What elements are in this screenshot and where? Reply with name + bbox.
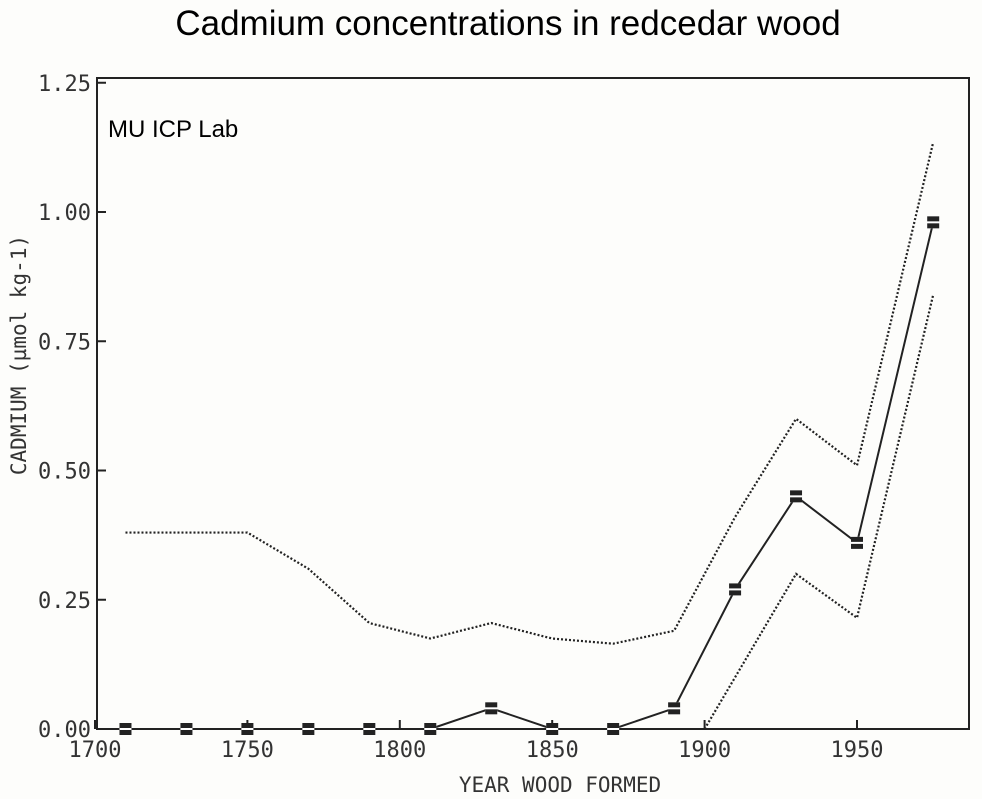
lab-annotation: MU ICP Lab: [108, 116, 238, 143]
y-tick-label: 1.00: [38, 201, 91, 226]
x-tick-label: 1800: [373, 738, 426, 763]
data-marker: [729, 583, 742, 596]
y-tick-label: 0.25: [38, 589, 91, 614]
x-tick-label: 1950: [831, 738, 884, 763]
chart-title: Cadmium concentrations in redcedar wood: [175, 4, 841, 43]
y-tick-label: 0.00: [38, 718, 91, 743]
y-tick-label: 1.25: [38, 72, 91, 97]
x-tick-label: 1850: [526, 738, 579, 763]
data-marker: [485, 702, 498, 715]
data-marker: [363, 723, 376, 735]
plot-frame: [96, 77, 970, 730]
plot-border: [96, 77, 970, 730]
x-tick-label: 1750: [221, 738, 274, 763]
data-marker: [119, 723, 132, 735]
data-marker: [851, 536, 863, 549]
x-tick-label: 1700: [69, 738, 122, 763]
upper-ci-line: [125, 141, 935, 645]
data-marker: [546, 723, 559, 735]
x-tick-label: 1900: [678, 738, 731, 763]
data-marker: [607, 723, 620, 735]
data-marker: [927, 216, 940, 229]
data-marker: [241, 723, 254, 735]
x-axis-title: YEAR WOOD FORMED: [459, 773, 661, 797]
y-tick-label: 0.50: [38, 460, 91, 485]
series-group: [119, 141, 940, 735]
data-marker: [790, 490, 803, 503]
y-axis: 0.00 0.25 0.50 0.75 1.00 1.25: [38, 72, 106, 743]
data-marker: [668, 702, 681, 715]
x-axis: 1700 1750 1800 1850 1900 1950: [69, 720, 884, 763]
y-tick-label: 0.75: [38, 330, 91, 355]
lower-ci-line: [703, 294, 935, 730]
y-axis-title: CADMIUM (µmol kg-1): [7, 235, 31, 475]
data-marker: [424, 723, 437, 735]
mean-line: [125, 222, 935, 730]
data-marker: [180, 723, 193, 735]
data-marker: [302, 723, 315, 735]
